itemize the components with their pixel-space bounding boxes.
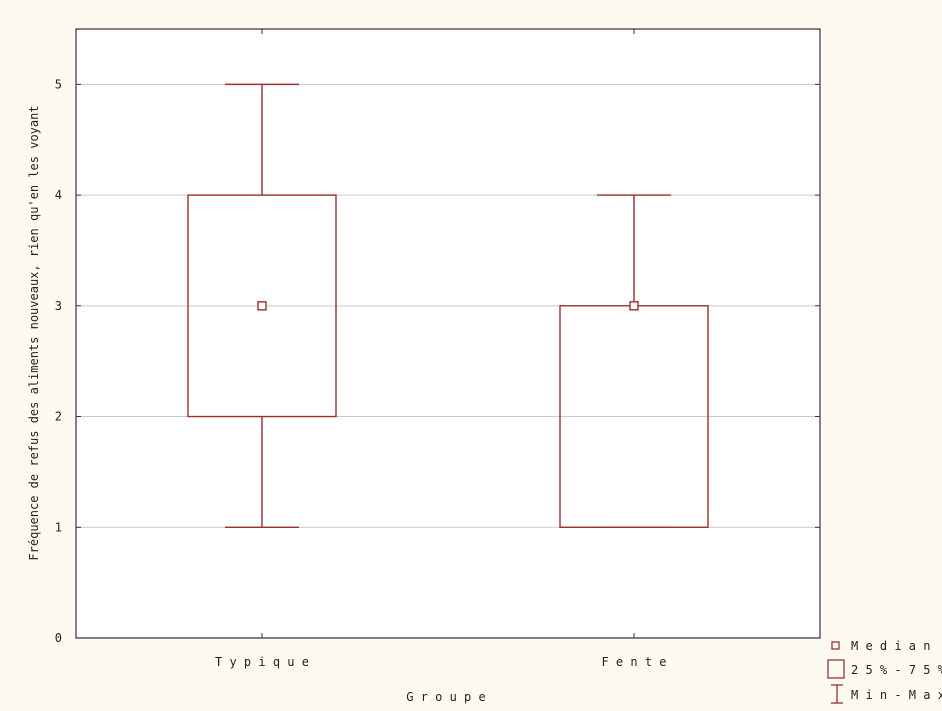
box-group <box>187 83 337 528</box>
median-marker <box>629 301 639 311</box>
y-tick-label: 1 <box>55 520 62 534</box>
legend-whisker-label: M i n - M a x <box>851 688 942 702</box>
legend-median-label: M e d i a n <box>851 639 930 653</box>
legend-box-label: 2 5 % - 7 5 % <box>851 663 942 677</box>
y-axis: 0 1 2 3 4 5 <box>55 77 820 645</box>
plot-area <box>75 28 821 639</box>
boxes <box>187 83 709 528</box>
median-marker <box>257 301 267 311</box>
legend: M e d i a n 2 5 % - 7 5 % M i n - M a x <box>827 639 942 704</box>
y-tick-label: 2 <box>55 410 62 424</box>
y-tick-label: 0 <box>55 631 62 645</box>
x-tick-label: F e n t e <box>601 655 666 669</box>
y-tick-label: 4 <box>55 188 62 202</box>
x-axis-title: G r o u p e <box>406 690 485 704</box>
y-tick-label: 5 <box>55 77 62 91</box>
iqr-box <box>187 194 337 418</box>
legend-median-marker <box>831 641 840 650</box>
y-axis-title: Fréquence de refus des aliments nouveaux… <box>27 105 41 560</box>
box-group <box>559 194 709 528</box>
legend-box-marker <box>827 659 845 679</box>
x-tick-label: T y p i q u e <box>215 655 309 669</box>
y-tick-label: 3 <box>55 299 62 313</box>
legend-whisker-marker <box>831 684 843 704</box>
